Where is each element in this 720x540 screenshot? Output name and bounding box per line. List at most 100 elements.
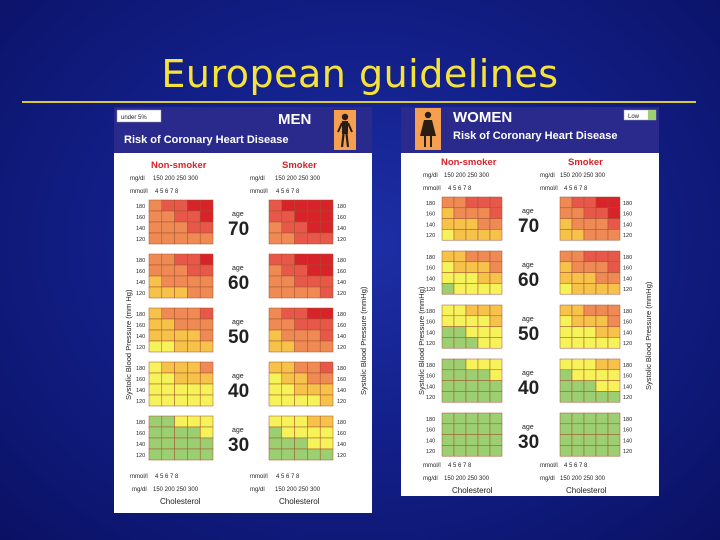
women-bp-tick-left: 180: [426, 255, 435, 261]
men-bp-tick-right: 160: [337, 215, 346, 221]
women-smk-risk-cell: [583, 358, 597, 371]
women-non-risk-cell: [441, 229, 455, 241]
men-non-risk-cell: [187, 210, 201, 223]
women-smk-risk-cell: [571, 337, 585, 349]
men-legend-box: [116, 109, 162, 123]
women-smoker-label: Smoker: [568, 157, 603, 168]
women-non-risk-cell: [477, 250, 491, 263]
men-top-mmol-label-smoker: mmol/l: [250, 189, 268, 195]
women-non-risk-cell: [453, 218, 467, 230]
women-non-risk-cell: [489, 326, 503, 338]
men-non-risk-cell: [187, 448, 201, 461]
men-smk-risk-cell: [294, 199, 308, 212]
women-smk-risk-cell: [559, 445, 573, 457]
women-bp-tick-left: 160: [426, 428, 435, 434]
women-bottom-mgdl-label: mg/dl: [423, 476, 438, 482]
men-title: MEN: [278, 111, 311, 128]
men-smk-risk-cell: [307, 383, 321, 396]
men-smk-risk-cell: [294, 415, 308, 428]
men-bp-tick-left: 140: [136, 226, 145, 232]
men-non-risk-cell: [187, 253, 201, 266]
men-bp-tick-right: 180: [337, 258, 346, 264]
women-non-risk-cell: [441, 412, 455, 425]
men-bp-tick-left: 140: [136, 334, 145, 340]
women-non-risk-cell: [489, 304, 503, 317]
men-non-risk-cell: [187, 307, 201, 320]
women-smk-risk-cell: [571, 272, 585, 284]
men-smk-risk-cell: [294, 286, 308, 299]
women-smk-risk-cell: [607, 304, 621, 317]
women-non-risk-cell: [441, 261, 455, 273]
women-smk-risk-cell: [583, 337, 597, 349]
women-smk-risk-cell: [607, 315, 621, 327]
men-non-risk-cell: [174, 221, 188, 234]
men-nonsmoker-label: Non-smoker: [151, 160, 207, 171]
men-non-risk-cell: [187, 361, 201, 374]
women-smk-risk-cell: [559, 196, 573, 209]
women-smk-risk-cell: [607, 326, 621, 338]
men-non-risk-cell: [161, 340, 175, 353]
women-bp-tick-right: 120: [623, 395, 632, 401]
women-smk-risk-cell: [559, 423, 573, 435]
men-age-word: age: [232, 373, 244, 380]
women-smk-risk-cell: [559, 304, 573, 317]
men-smk-risk-cell: [307, 437, 321, 450]
men-smk-risk-cell: [268, 448, 283, 461]
men-smk-risk-cell: [307, 448, 321, 461]
men-non-risk-cell: [174, 383, 188, 396]
men-non-risk-cell: [161, 383, 175, 396]
men-non-risk-cell: [161, 361, 175, 374]
women-smk-risk-cell: [595, 272, 609, 284]
men-bp-tick-right: 160: [337, 269, 346, 275]
women-non-risk-cell: [453, 391, 467, 403]
men-smk-risk-cell: [268, 286, 283, 299]
women-smk-risk-cell: [607, 412, 621, 425]
women-non-risk-cell: [453, 434, 467, 446]
men-non-risk-cell: [199, 437, 214, 450]
men-non-risk-cell: [148, 275, 163, 288]
women-smk-risk-cell: [595, 434, 609, 446]
women-bp-tick-right: 180: [623, 201, 632, 207]
women-smk-risk-cell: [595, 196, 609, 209]
men-bp-tick-left: 180: [136, 420, 145, 426]
men-bp-tick-left: 140: [136, 442, 145, 448]
men-non-risk-cell: [148, 394, 163, 407]
women-non-risk-cell: [465, 250, 479, 263]
women-smk-risk-cell: [559, 369, 573, 381]
men-top-mgdl-ticks-nonsmoker: 150 200 250 300: [153, 176, 199, 182]
women-smk-risk-cell: [595, 218, 609, 230]
men-smk-risk-cell: [319, 318, 334, 331]
women-smk-risk-cell: [559, 337, 573, 349]
men-non-risk-cell: [187, 199, 201, 212]
men-smk-risk-cell: [294, 426, 308, 439]
men-bottom-mmol-ticks-smoker: 4 5 6 7 8: [276, 474, 300, 480]
men-non-risk-cell: [161, 448, 175, 461]
men-smk-risk-cell: [319, 210, 334, 223]
women-bp-tick-right: 120: [623, 341, 632, 347]
men-smk-risk-cell: [281, 286, 295, 299]
men-smk-risk-cell: [307, 286, 321, 299]
men-top-mmol-label: mmol/l: [130, 189, 148, 195]
men-non-risk-cell: [187, 329, 201, 342]
women-smk-risk-cell: [595, 229, 609, 241]
men-non-risk-cell: [199, 221, 214, 234]
women-non-risk-cell: [477, 326, 491, 338]
women-smk-risk-cell: [571, 250, 585, 263]
women-xlabel-smoker: Cholesterol: [566, 486, 607, 495]
women-bp-tick-left: 120: [426, 341, 435, 347]
men-non-risk-cell: [199, 329, 214, 342]
men-smk-risk-cell: [268, 426, 283, 439]
men-non-risk-cell: [148, 318, 163, 331]
men-smk-risk-cell: [319, 415, 334, 428]
women-smk-risk-cell: [583, 391, 597, 403]
women-age-value: 40: [518, 378, 539, 399]
women-smk-risk-cell: [583, 272, 597, 284]
men-non-risk-cell: [174, 340, 188, 353]
women-non-risk-cell: [453, 283, 467, 295]
women-non-risk-cell: [477, 196, 491, 209]
men-bp-tick-left: 120: [136, 453, 145, 459]
men-non-risk-cell: [174, 307, 188, 320]
women-smk-risk-cell: [607, 283, 621, 295]
